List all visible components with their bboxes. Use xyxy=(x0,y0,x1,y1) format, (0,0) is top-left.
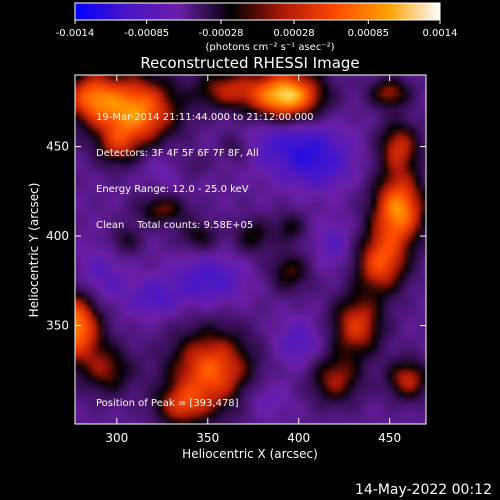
energy-range-line: Energy Range: 12.0 - 25.0 keV xyxy=(96,184,249,195)
clean-total-counts-line: Clean Total counts: 9.58E+05 xyxy=(96,220,254,231)
colorbar-ticks: -0.0014 -0.00085 -0.00028 0.00028 0.00085 0.0… xyxy=(56,20,458,39)
footer-date: 14-May-2022 00:12 xyxy=(354,482,492,498)
x-axis-tick-label: 350 xyxy=(196,431,219,445)
colorbar-tick-label: -0.0014 xyxy=(56,28,95,39)
plot-area: 300 350 400 450 350 400 450 xyxy=(46,74,427,445)
colorbar-tick-label: 0.00028 xyxy=(273,28,314,39)
observation-time-range: 19-Mar-2014 21:11:44.000 to 21:12:00.000 xyxy=(96,112,314,123)
chart-title: Reconstructed RHESSI Image xyxy=(140,54,359,72)
x-axis-ticks: 300 350 400 450 xyxy=(105,75,401,445)
colorbar-tick-label: 0.0014 xyxy=(423,28,458,39)
detectors-line: Detectors: 3F 4F 5F 6F 7F 8F, All xyxy=(96,148,259,159)
y-axis-label: Heliocentric Y (arcsec) xyxy=(27,183,41,318)
y-axis-tick-label: 400 xyxy=(46,229,69,243)
plot-frame xyxy=(74,74,427,425)
observation-info: 19-Mar-2014 21:11:44.000 to 21:12:00.000… xyxy=(96,88,314,244)
colorbar: -0.0014 -0.00085 -0.00028 0.00028 0.00085 0.0… xyxy=(56,2,458,53)
y-axis-tick-label: 350 xyxy=(46,319,69,333)
x-axis-tick-label: 300 xyxy=(105,431,128,445)
colorbar-tick-label: -0.00028 xyxy=(199,28,244,39)
y-axis-tick-label: 450 xyxy=(46,140,69,154)
colorbar-strip xyxy=(74,2,441,21)
colorbar-tick-label: 0.00085 xyxy=(348,28,389,39)
colorbar-units-label: (photons cm⁻² s⁻¹ asec⁻²) xyxy=(205,42,334,53)
colorbar-tick-label: -0.00085 xyxy=(124,28,169,39)
x-axis-tick-label: 450 xyxy=(378,431,401,445)
heatmap-image xyxy=(75,75,426,424)
peak-position-label: Position of Peak = [393,478] xyxy=(96,398,239,409)
x-axis-label: Heliocentric X (arcsec) xyxy=(182,447,318,461)
y-axis-ticks: 350 400 450 xyxy=(46,140,426,333)
x-axis-tick-label: 400 xyxy=(287,431,310,445)
